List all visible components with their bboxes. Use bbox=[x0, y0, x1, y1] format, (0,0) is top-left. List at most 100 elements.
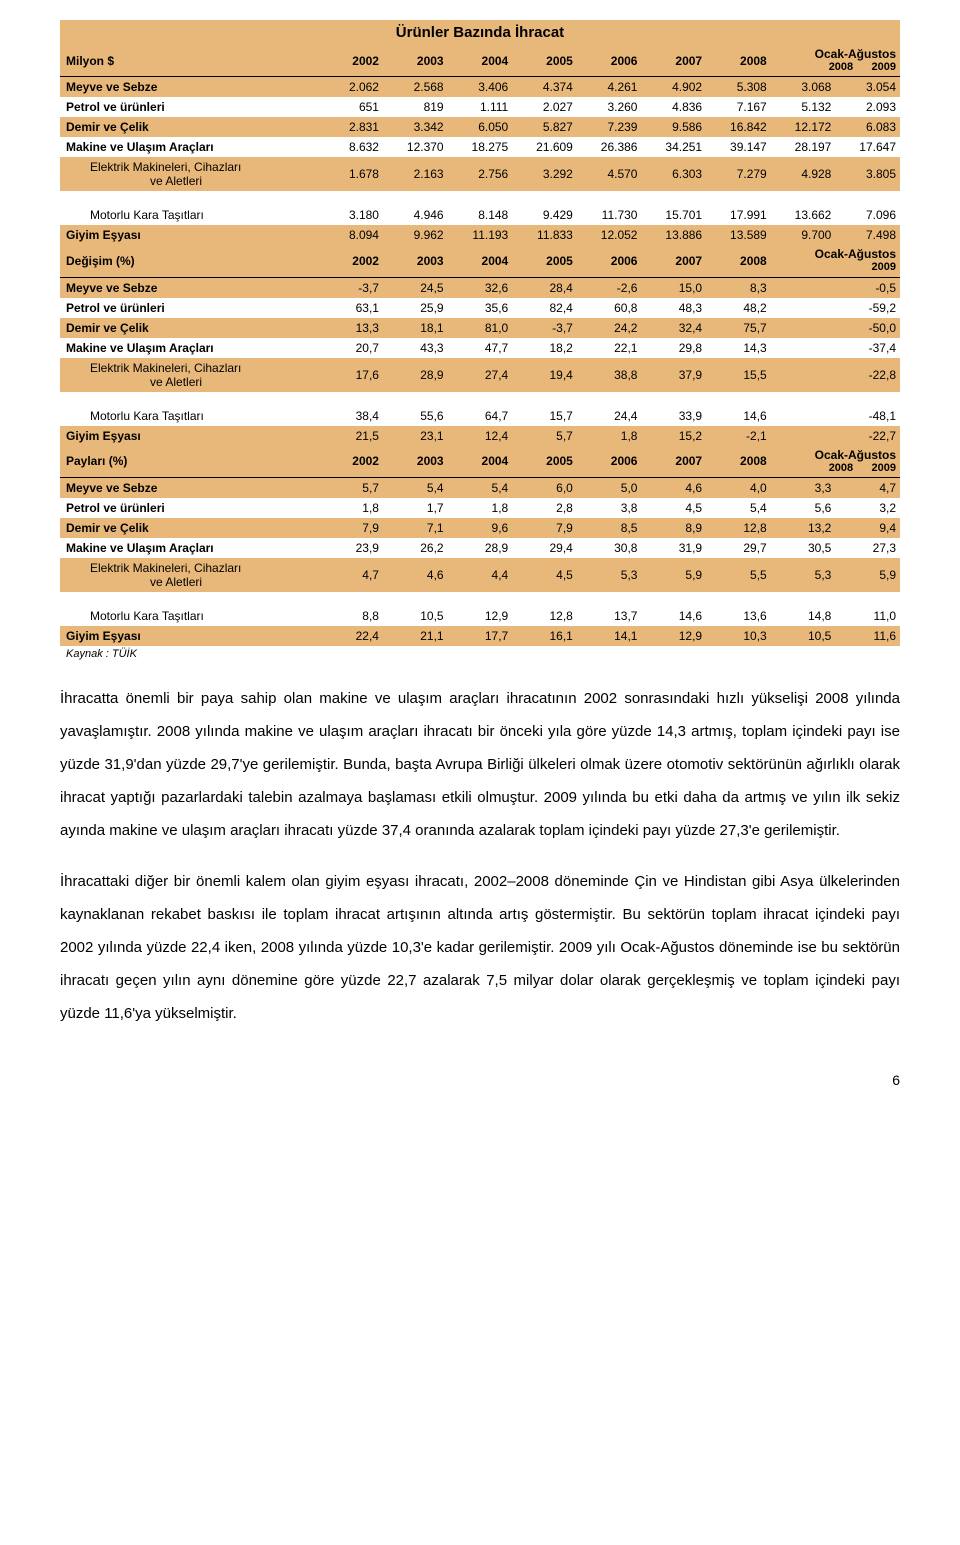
cell: 7.279 bbox=[706, 157, 771, 191]
cell: 4,5 bbox=[641, 498, 706, 518]
cell: 17.647 bbox=[835, 137, 900, 157]
cell: -3,7 bbox=[328, 277, 383, 298]
paragraph-1: İhracatta önemli bir paya sahip olan mak… bbox=[60, 682, 900, 847]
cell: 2.093 bbox=[835, 97, 900, 117]
cell: 3.805 bbox=[835, 157, 900, 191]
row-label-line1: Elektrik Makineleri, Cihazları bbox=[90, 160, 241, 174]
table-row-spacer bbox=[60, 392, 900, 406]
cell: 15,2 bbox=[641, 426, 706, 446]
cell: 13,2 bbox=[771, 518, 836, 538]
table-row: Meyve ve Sebze 2.062 2.568 3.406 4.374 4… bbox=[60, 77, 900, 98]
cell: 33,9 bbox=[641, 406, 706, 426]
cell: 4.570 bbox=[577, 157, 642, 191]
cell: 7,9 bbox=[328, 518, 383, 538]
cell: -2,1 bbox=[706, 426, 771, 446]
cell: 39.147 bbox=[706, 137, 771, 157]
row-label: Giyim Eşyası bbox=[60, 225, 328, 245]
col-extra: Ocak-Ağustos 2008 2009 bbox=[771, 45, 900, 77]
row-label-line2: ve Aletleri bbox=[90, 575, 202, 589]
row-label: Elektrik Makineleri, Cihazları ve Aletle… bbox=[60, 558, 328, 592]
body-text: İhracatta önemli bir paya sahip olan mak… bbox=[60, 682, 900, 1030]
cell: 8,5 bbox=[577, 518, 642, 538]
cell: 4,7 bbox=[835, 477, 900, 498]
table-row: Demir ve Çelik 2.831 3.342 6.050 5.827 7… bbox=[60, 117, 900, 137]
cell: 18,2 bbox=[512, 338, 577, 358]
cell: 9,6 bbox=[448, 518, 513, 538]
extra-c1: 2008 bbox=[829, 462, 853, 474]
cell: 32,4 bbox=[641, 318, 706, 338]
cell: 17,6 bbox=[328, 358, 383, 392]
col-2007: 2007 bbox=[641, 45, 706, 77]
cell: 3.342 bbox=[383, 117, 448, 137]
cell: -22,8 bbox=[771, 358, 900, 392]
row-label-line2: ve Aletleri bbox=[90, 375, 202, 389]
paragraph-2: İhracattaki diğer bir önemli kalem olan … bbox=[60, 865, 900, 1030]
cell: 4.946 bbox=[383, 205, 448, 225]
col-2006: 2006 bbox=[577, 245, 642, 277]
cell: 15.701 bbox=[641, 205, 706, 225]
table-row: Motorlu Kara Taşıtları 8,8 10,5 12,9 12,… bbox=[60, 606, 900, 626]
cell: 7.096 bbox=[835, 205, 900, 225]
cell: 7,9 bbox=[512, 518, 577, 538]
cell: 18.275 bbox=[448, 137, 513, 157]
cell: 12.052 bbox=[577, 225, 642, 245]
row-label: Makine ve Ulaşım Araçları bbox=[60, 137, 328, 157]
col-2002: 2002 bbox=[328, 245, 383, 277]
cell: 4.836 bbox=[641, 97, 706, 117]
cell: 4,5 bbox=[512, 558, 577, 592]
cell: 6.083 bbox=[835, 117, 900, 137]
table-title: Ürünler Bazında İhracat bbox=[60, 20, 900, 45]
table-row: Makine ve Ulaşım Araçları 20,7 43,3 47,7… bbox=[60, 338, 900, 358]
col-2005: 2005 bbox=[512, 45, 577, 77]
cell: -37,4 bbox=[771, 338, 900, 358]
row-label: Motorlu Kara Taşıtları bbox=[60, 606, 328, 626]
extra-top: Ocak-Ağustos bbox=[815, 448, 896, 462]
cell: -48,1 bbox=[771, 406, 900, 426]
extra-top: Ocak-Ağustos bbox=[815, 47, 896, 61]
cell: 28,9 bbox=[383, 358, 448, 392]
cell: 5,7 bbox=[328, 477, 383, 498]
cell: 5,4 bbox=[383, 477, 448, 498]
col-2006: 2006 bbox=[577, 446, 642, 478]
cell: 5,3 bbox=[771, 558, 836, 592]
cell: 5,6 bbox=[771, 498, 836, 518]
cell: 21.609 bbox=[512, 137, 577, 157]
cell: 24,2 bbox=[577, 318, 642, 338]
table-section-1: Milyon $ 2002 2003 2004 2005 2006 2007 2… bbox=[60, 45, 900, 646]
cell: -59,2 bbox=[771, 298, 900, 318]
col-2004: 2004 bbox=[448, 245, 513, 277]
col-2002: 2002 bbox=[328, 45, 383, 77]
cell: 5.308 bbox=[706, 77, 771, 98]
cell: 48,3 bbox=[641, 298, 706, 318]
cell: -50,0 bbox=[771, 318, 900, 338]
row-label: Demir ve Çelik bbox=[60, 318, 328, 338]
col-2008: 2008 bbox=[706, 245, 771, 277]
row-label-line1: Elektrik Makineleri, Cihazları bbox=[90, 561, 241, 575]
cell: 64,7 bbox=[448, 406, 513, 426]
cell: 11.193 bbox=[448, 225, 513, 245]
cell: 12,8 bbox=[512, 606, 577, 626]
table-row: Petrol ve ürünleri 1,8 1,7 1,8 2,8 3,8 4… bbox=[60, 498, 900, 518]
cell: 2.756 bbox=[448, 157, 513, 191]
cell: 19,4 bbox=[512, 358, 577, 392]
cell: 12,4 bbox=[448, 426, 513, 446]
row-label: Meyve ve Sebze bbox=[60, 477, 328, 498]
cell: 11,0 bbox=[835, 606, 900, 626]
row-label: Motorlu Kara Taşıtları bbox=[60, 406, 328, 426]
row-label-line1: Elektrik Makineleri, Cihazları bbox=[90, 361, 241, 375]
cell: 9.962 bbox=[383, 225, 448, 245]
cell: 3,3 bbox=[771, 477, 836, 498]
cell: 30,8 bbox=[577, 538, 642, 558]
cell: 8.632 bbox=[328, 137, 383, 157]
cell: 11,6 bbox=[835, 626, 900, 646]
cell: 2.027 bbox=[512, 97, 577, 117]
cell: 14,6 bbox=[706, 406, 771, 426]
unit-label: Değişim (%) bbox=[60, 245, 328, 277]
col-2008: 2008 bbox=[706, 446, 771, 478]
cell: 11.833 bbox=[512, 225, 577, 245]
cell: 13.886 bbox=[641, 225, 706, 245]
cell: 12.370 bbox=[383, 137, 448, 157]
cell: 30,5 bbox=[771, 538, 836, 558]
cell: 1.678 bbox=[328, 157, 383, 191]
cell: 4,7 bbox=[328, 558, 383, 592]
